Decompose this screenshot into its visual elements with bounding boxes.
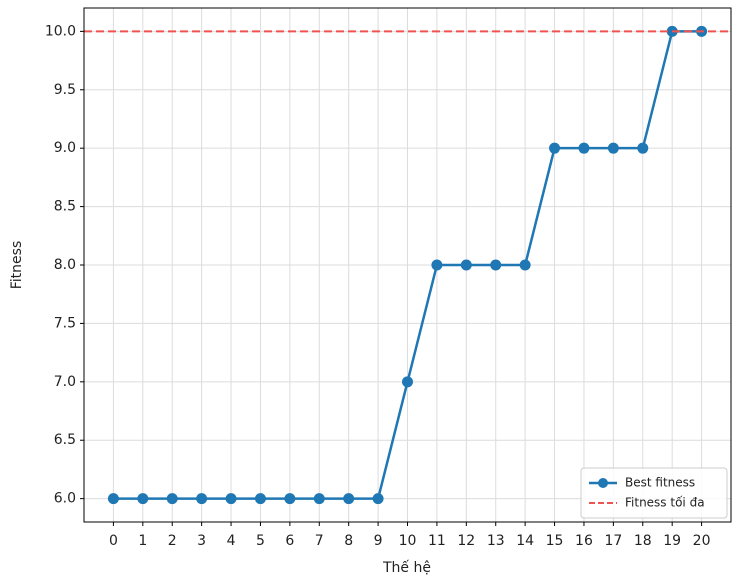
x-tick-label: 11	[428, 533, 446, 549]
y-tick-label: 8.0	[54, 257, 76, 273]
x-tick-label: 4	[227, 533, 236, 549]
x-tick-label: 17	[604, 533, 622, 549]
y-tick-label: 7.5	[54, 315, 76, 331]
x-tick-label: 15	[546, 533, 564, 549]
x-tick-label: 9	[374, 533, 383, 549]
x-tick-label: 19	[663, 533, 681, 549]
point	[225, 493, 237, 505]
point	[343, 493, 355, 505]
point	[313, 493, 325, 505]
x-tick-label: 5	[256, 533, 265, 549]
point	[254, 493, 266, 505]
legend-box	[580, 467, 728, 519]
plot-frame	[83, 7, 732, 523]
legend: Best fitness Fitness tối đa	[580, 467, 728, 519]
point	[460, 259, 472, 271]
x-tick-label: 7	[315, 533, 324, 549]
point	[578, 142, 590, 154]
legend-swatch-marker	[598, 478, 608, 488]
x-tick-label: 20	[693, 533, 711, 549]
legend-label: Fitness tối đa	[625, 496, 705, 510]
x-tick-label: 1	[138, 533, 147, 549]
x-tick-label: 10	[399, 533, 417, 549]
x-tick-label: 12	[457, 533, 475, 549]
x-tick-label: 3	[197, 533, 206, 549]
y-tick-label: 6.0	[54, 491, 76, 507]
point	[549, 142, 561, 154]
x-tick-label: 16	[575, 533, 593, 549]
x-tick-label: 18	[634, 533, 652, 549]
point	[402, 376, 413, 388]
point	[607, 142, 619, 154]
x-tick-label: 6	[285, 533, 294, 549]
y-tick-label: 10.0	[45, 23, 76, 39]
x-tick-label: 13	[487, 533, 505, 549]
point	[137, 493, 149, 505]
point	[372, 493, 384, 505]
x-tick-label: 2	[168, 533, 177, 549]
point	[166, 493, 178, 505]
point	[490, 259, 502, 271]
y-tick-label: 9.0	[54, 140, 76, 156]
point	[519, 259, 531, 271]
x-tick-label: 0	[109, 533, 118, 549]
point	[196, 493, 208, 505]
y-tick-label: 9.5	[54, 82, 76, 98]
y-axis-label: Fitness	[9, 241, 25, 290]
point	[107, 493, 119, 505]
x-tick-label: 14	[516, 533, 534, 549]
legend-label: Best fitness	[625, 476, 695, 490]
x-tick-label: 8	[344, 533, 353, 549]
point	[431, 259, 443, 271]
y-tick-label: 7.0	[54, 374, 76, 390]
x-axis-label: Thế hệ	[382, 559, 431, 576]
y-tick-label: 6.5	[54, 432, 76, 448]
y-tick-label: 8.5	[54, 199, 76, 215]
point	[284, 493, 296, 505]
point	[637, 142, 649, 154]
